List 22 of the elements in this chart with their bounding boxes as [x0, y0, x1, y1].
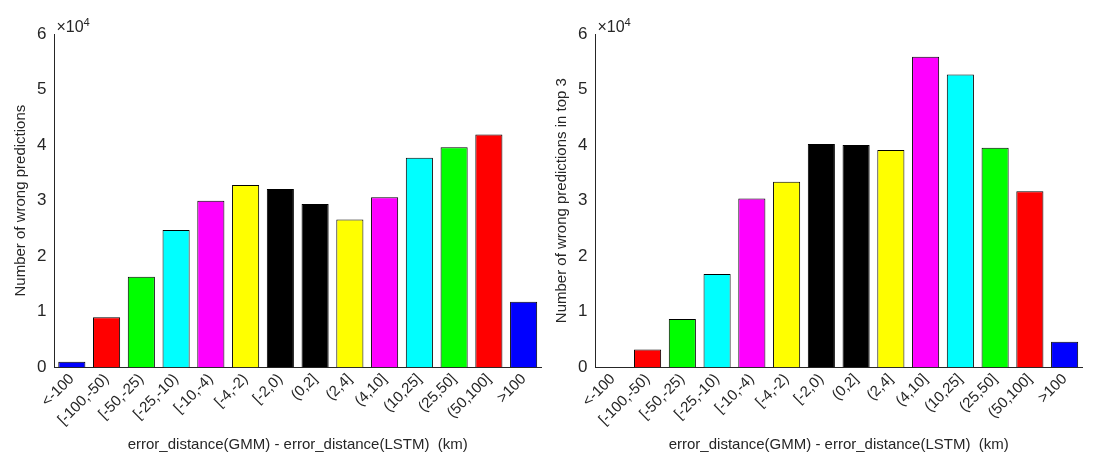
y-tick-label: 4 [577, 134, 588, 154]
x-axis-title: error_distance(GMM) - error_distance(LSTM) (km) [668, 435, 1009, 453]
y-tick-label: 2 [36, 245, 47, 265]
bar [301, 203, 329, 368]
y-tick-label: 3 [36, 190, 47, 210]
bar [842, 145, 870, 368]
bar [807, 143, 835, 368]
y-axis-title: Number of wrong predictions [11, 104, 29, 297]
bar [266, 188, 294, 368]
y-tick-label: 2 [577, 245, 588, 265]
y-tick-label: 0 [36, 356, 47, 376]
y-tick-label: 5 [36, 79, 47, 99]
y-tick-label: 1 [577, 301, 588, 321]
y-tick-label: 0 [577, 356, 588, 376]
y-tick-label: 6 [36, 23, 47, 43]
y-tick-label: 6 [577, 23, 588, 43]
y-tick-label: 1 [36, 301, 47, 321]
x-axis-title: error_distance(GMM) - error_distance(LSTM) (km) [127, 435, 468, 453]
y-tick-label: 4 [36, 134, 47, 154]
y-axis-title: Number of wrong predictions in top 3 [552, 78, 570, 324]
y-tick-label: 3 [577, 190, 588, 210]
y-tick-label: 5 [577, 79, 588, 99]
